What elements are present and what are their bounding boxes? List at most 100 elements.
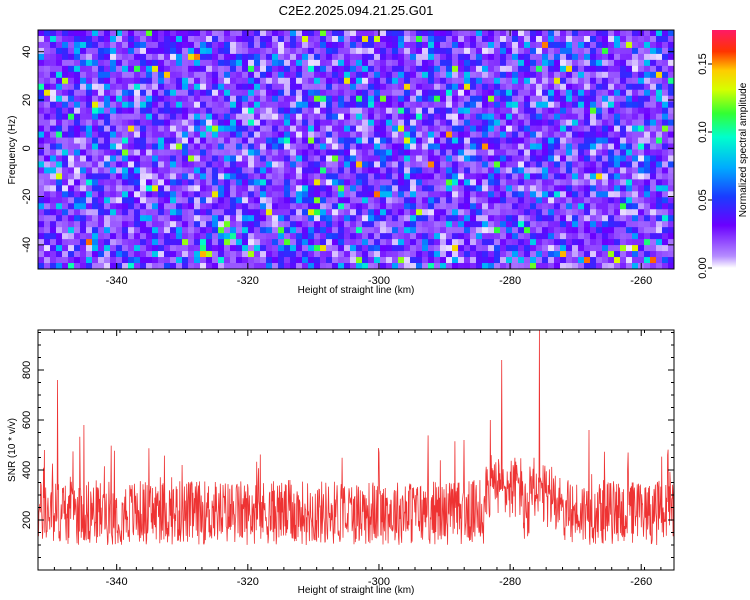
heatmap-cell [272,83,279,91]
heatmap-cell [446,161,453,169]
heatmap-cell [272,239,279,246]
heatmap-cell [80,65,87,73]
heatmap-cell [584,185,591,192]
heatmap-cell [62,239,69,246]
heatmap-cell [416,30,423,37]
heatmap-cell [470,227,477,234]
heatmap-cell [74,77,81,85]
heatmap-cell [506,233,513,240]
heatmap-cell [404,35,411,43]
heatmap-cell [638,233,645,240]
heatmap-cell [494,233,501,240]
heatmap-cell [230,107,237,115]
heatmap-cell [116,209,123,216]
heatmap-cell [368,257,375,264]
heatmap-cell [638,125,645,133]
heatmap-cell [296,131,303,139]
heatmap-cell [644,101,651,109]
heatmap-cell [128,149,135,157]
heatmap-cell [470,209,477,216]
heatmap-cell [410,143,417,151]
heatmap-cell [458,137,465,145]
heatmap-cell [92,263,99,269]
heatmap-cell [248,77,255,85]
heatmap-cell [608,155,615,163]
heatmap-cell [428,113,435,121]
heatmap-cell [548,167,555,174]
heatmap-cell [80,203,87,210]
heatmap-cell [44,59,51,67]
heatmap-cell [62,35,69,43]
heatmap-cell [80,113,87,121]
heatmap-cell [650,101,657,109]
heatmap-cell [626,95,633,103]
heatmap-cell [200,257,207,264]
heatmap-cell [626,155,633,163]
heatmap-cell [44,125,51,133]
heatmap-cell [254,191,261,198]
heatmap-cell [362,215,369,222]
heatmap-cell [254,83,261,91]
heatmap-cell [410,155,417,163]
heatmap-cell [122,101,129,109]
heatmap-cell [296,137,303,145]
heatmap-cell [296,30,303,37]
heatmap-cell [452,89,459,97]
heatmap-cell [212,30,219,37]
heatmap-cell [518,221,525,228]
heatmap-cell [230,263,237,269]
heatmap-cell [200,125,207,133]
heatmap-cell [554,131,561,139]
heatmap-cell [110,239,117,246]
heatmap-cell [446,35,453,43]
heatmap-cell [302,221,309,228]
heatmap-cell [476,161,483,169]
heatmap-cell [464,191,471,198]
heatmap-cell [440,203,447,210]
heatmap-cell [464,149,471,157]
heatmap-cell [668,245,674,252]
heatmap-cell [578,251,585,258]
heatmap-cell [566,137,573,145]
heatmap-cell [122,71,129,79]
heatmap-cell [92,197,99,204]
heatmap-cell [212,215,219,222]
heatmap-cell [578,245,585,252]
heatmap-cell [212,143,219,151]
heatmap-cell [500,167,507,174]
heatmap-cell [116,167,123,174]
heatmap-cell [608,125,615,133]
heatmap-cell [266,125,273,133]
heatmap-cell [74,167,81,174]
heatmap-cell [104,161,111,169]
heatmap-cell [536,107,543,115]
page-title: C2E2.2025.094.21.25.G01 [279,3,434,18]
x-tick-label: -260 [630,275,652,287]
heatmap-cell [362,155,369,163]
heatmap-cell [164,257,171,264]
heatmap-cell [266,197,273,204]
heatmap-cell [368,251,375,258]
heatmap-cell [398,227,405,234]
heatmap-cell [428,65,435,73]
heatmap-cell [128,89,135,97]
heatmap-cell [548,149,555,157]
heatmap-cell [50,209,57,216]
heatmap-cell [158,59,165,67]
heatmap-cell [374,239,381,246]
heatmap-cell [434,221,441,228]
heatmap-cell [152,149,159,157]
heatmap-cell [248,161,255,169]
heatmap-cell [50,179,57,186]
heatmap-cell [422,233,429,240]
heatmap-cell [464,239,471,246]
heatmap-cell [548,71,555,79]
heatmap-cell [500,257,507,264]
heatmap-cell [662,209,669,216]
heatmap-cell [554,215,561,222]
heatmap-cell [614,257,621,264]
heatmap-cell [596,209,603,216]
heatmap-cell [332,197,339,204]
heatmap-cell [560,65,567,73]
heatmap-cell [662,101,669,109]
